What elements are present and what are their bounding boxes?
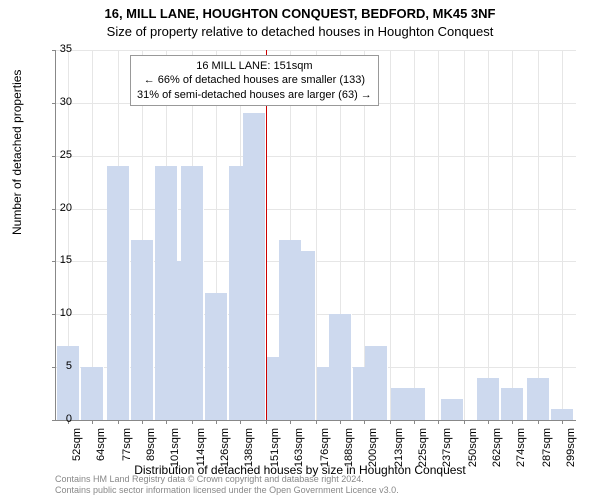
histogram-bar — [243, 113, 266, 420]
x-tick-label: 274sqm — [515, 428, 527, 478]
annotation-box: 16 MILL LANE: 151sqm ← 66% of detached h… — [130, 55, 379, 106]
x-tick-mark — [512, 420, 513, 424]
histogram-bar — [131, 240, 154, 420]
x-tick-label: 287sqm — [541, 428, 553, 478]
x-tick-label: 77sqm — [121, 428, 133, 478]
gridline-v — [538, 50, 539, 420]
gridline-v — [92, 50, 93, 420]
x-tick-mark — [118, 420, 119, 424]
gridline-v — [438, 50, 439, 420]
x-tick-mark — [92, 420, 93, 424]
histogram-bar — [477, 378, 500, 420]
x-tick-mark — [216, 420, 217, 424]
histogram-bar — [365, 346, 388, 420]
histogram-bar — [293, 251, 316, 420]
x-tick-label: 52sqm — [71, 428, 83, 478]
histogram-bar — [441, 399, 464, 420]
y-tick-label: 25 — [47, 149, 72, 161]
x-tick-mark — [464, 420, 465, 424]
x-tick-label: 126sqm — [219, 428, 231, 478]
histogram-bar — [107, 166, 130, 420]
x-tick-label: 138sqm — [243, 428, 255, 478]
x-tick-label: 262sqm — [491, 428, 503, 478]
x-tick-label: 101sqm — [169, 428, 181, 478]
annotation-line2: ← 66% of detached houses are smaller (13… — [137, 73, 372, 87]
histogram-bar — [329, 314, 352, 420]
annotation-line1: 16 MILL LANE: 151sqm — [137, 59, 372, 73]
y-tick-label: 15 — [47, 254, 72, 266]
chart-title: 16, MILL LANE, HOUGHTON CONQUEST, BEDFOR… — [0, 6, 600, 21]
x-tick-label: 188sqm — [343, 428, 355, 478]
gridline-v — [488, 50, 489, 420]
x-tick-mark — [390, 420, 391, 424]
x-tick-mark — [364, 420, 365, 424]
y-tick-label: 5 — [47, 360, 72, 372]
histogram-bar — [57, 346, 80, 420]
x-tick-mark — [240, 420, 241, 424]
x-tick-label: 213sqm — [393, 428, 405, 478]
x-tick-mark — [438, 420, 439, 424]
gridline-v — [562, 50, 563, 420]
x-tick-mark — [290, 420, 291, 424]
x-tick-mark — [142, 420, 143, 424]
histogram-bar — [181, 166, 204, 420]
gridline-v — [390, 50, 391, 420]
x-tick-mark — [488, 420, 489, 424]
histogram-bar — [551, 409, 574, 420]
chart-subtitle: Size of property relative to detached ho… — [0, 24, 600, 39]
annotation-line3: 31% of semi-detached houses are larger (… — [137, 88, 372, 102]
y-tick-label: 0 — [47, 413, 72, 425]
x-tick-label: 163sqm — [293, 428, 305, 478]
x-tick-label: 299sqm — [565, 428, 577, 478]
x-tick-mark — [266, 420, 267, 424]
gridline-v — [512, 50, 513, 420]
histogram-bar — [501, 388, 524, 420]
histogram-chart: 16, MILL LANE, HOUGHTON CONQUEST, BEDFOR… — [0, 0, 600, 500]
x-tick-mark — [340, 420, 341, 424]
x-tick-label: 64sqm — [95, 428, 107, 478]
x-tick-label: 151sqm — [269, 428, 281, 478]
histogram-bar — [81, 367, 104, 420]
y-tick-label: 30 — [47, 96, 72, 108]
y-axis-label: Number of detached properties — [10, 70, 24, 235]
x-tick-label: 114sqm — [195, 428, 207, 478]
histogram-bar — [403, 388, 426, 420]
x-tick-label: 225sqm — [417, 428, 429, 478]
x-tick-mark — [414, 420, 415, 424]
x-tick-mark — [562, 420, 563, 424]
x-tick-mark — [192, 420, 193, 424]
y-tick-label: 20 — [47, 202, 72, 214]
x-tick-label: 250sqm — [467, 428, 479, 478]
gridline-v — [464, 50, 465, 420]
x-tick-mark — [538, 420, 539, 424]
x-tick-label: 237sqm — [441, 428, 453, 478]
x-tick-label: 89sqm — [145, 428, 157, 478]
histogram-bar — [205, 293, 228, 420]
footer-line2: Contains public sector information licen… — [55, 485, 399, 496]
x-tick-mark — [166, 420, 167, 424]
x-tick-label: 176sqm — [319, 428, 331, 478]
y-tick-label: 10 — [47, 307, 72, 319]
histogram-bar — [527, 378, 550, 420]
x-tick-label: 200sqm — [367, 428, 379, 478]
x-tick-mark — [316, 420, 317, 424]
y-tick-label: 35 — [47, 43, 72, 55]
gridline-v — [414, 50, 415, 420]
